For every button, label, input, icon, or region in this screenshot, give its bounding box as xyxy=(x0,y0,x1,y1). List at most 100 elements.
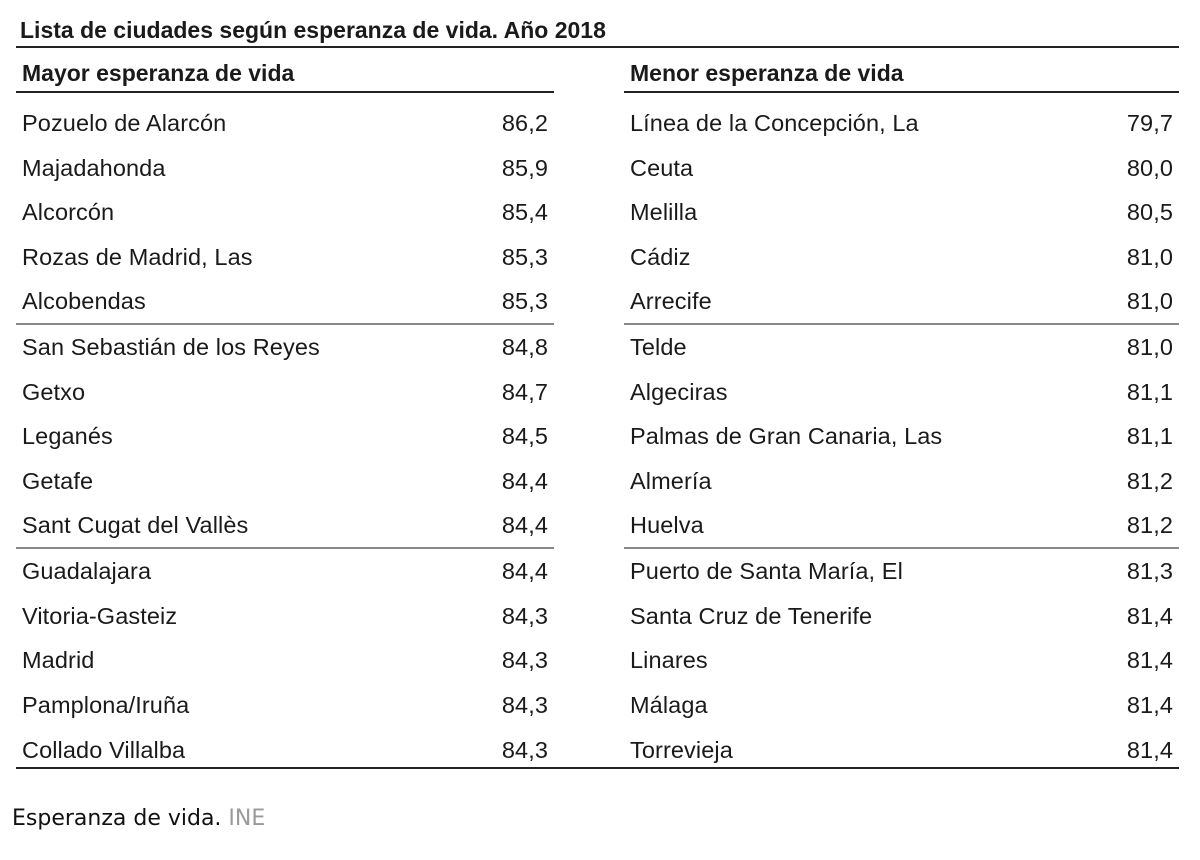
city-name: Getxo xyxy=(22,378,86,405)
table-row: Málaga 81,4 xyxy=(624,683,1179,728)
table-title: Lista de ciudades según esperanza de vid… xyxy=(16,14,1179,48)
city-name: Rozas de Madrid, Las xyxy=(22,244,253,271)
life-expectancy-value: 81,2 xyxy=(1126,512,1173,539)
life-expectancy-value: 81,0 xyxy=(1126,288,1173,315)
table-row: Majadahonda 85,9 xyxy=(16,146,554,191)
table-row: Rozas de Madrid, Las 85,3 xyxy=(16,235,554,280)
life-expectancy-value: 84,3 xyxy=(501,647,548,674)
table-columns: Mayor esperanza de vida Pozuelo de Alarc… xyxy=(16,58,1179,773)
life-expectancy-value: 80,5 xyxy=(1126,199,1173,226)
city-name: Vitoria-Gasteiz xyxy=(22,602,178,629)
city-name: Santa Cruz de Tenerife xyxy=(630,602,873,629)
life-expectancy-value: 84,4 xyxy=(501,557,548,584)
city-name: Huelva xyxy=(630,512,704,539)
life-expectancy-value: 84,4 xyxy=(501,468,548,495)
life-expectancy-value: 84,3 xyxy=(501,737,548,764)
life-expectancy-value: 81,4 xyxy=(1126,602,1173,629)
life-expectancy-value: 86,2 xyxy=(501,109,548,136)
city-name: Algeciras xyxy=(630,378,728,405)
life-expectancy-value: 81,1 xyxy=(1126,378,1173,405)
table-row: Almería 81,2 xyxy=(624,459,1179,504)
city-name: Pozuelo de Alarcón xyxy=(22,109,227,136)
table-row: Santa Cruz de Tenerife 81,4 xyxy=(624,594,1179,639)
city-name: Telde xyxy=(630,333,687,360)
table-row: Algeciras 81,1 xyxy=(624,370,1179,415)
table-row: Leganés 84,5 xyxy=(16,415,554,460)
table-row: Melilla 80,5 xyxy=(624,191,1179,236)
table-row: Alcorcón 85,4 xyxy=(16,191,554,236)
life-expectancy-value: 85,4 xyxy=(501,199,548,226)
table-row: Getafe 84,4 xyxy=(16,459,554,504)
city-name: Línea de la Concepción, La xyxy=(630,109,919,136)
table-row: Linares 81,4 xyxy=(624,639,1179,684)
city-name: Getafe xyxy=(22,468,94,495)
life-expectancy-value: 84,7 xyxy=(501,378,548,405)
table-row: Pamplona/Iruña 84,3 xyxy=(16,683,554,728)
city-name: Sant Cugat del Vallès xyxy=(22,512,249,539)
table-row: Arrecife 81,0 xyxy=(624,280,1179,325)
city-name: Leganés xyxy=(22,423,113,450)
city-name: Linares xyxy=(630,647,708,674)
table-row: Madrid 84,3 xyxy=(16,639,554,684)
city-name: Collado Villalba xyxy=(22,737,186,764)
life-expectancy-value: 80,0 xyxy=(1126,154,1173,181)
table-bottom-rule xyxy=(16,767,1179,769)
city-name: Pamplona/Iruña xyxy=(22,692,190,719)
life-expectancy-value: 85,3 xyxy=(501,244,548,271)
table-row: Palmas de Gran Canaria, Las 81,1 xyxy=(624,415,1179,460)
left-rows: Pozuelo de Alarcón 86,2 Majadahonda 85,9 A… xyxy=(16,101,554,773)
table-row: Vitoria-Gasteiz 84,3 xyxy=(16,594,554,639)
table-row: Getxo 84,7 xyxy=(16,370,554,415)
life-expectancy-value: 81,4 xyxy=(1126,737,1173,764)
life-expectancy-value: 84,3 xyxy=(501,692,548,719)
table-row: Guadalajara 84,4 xyxy=(16,549,554,594)
life-expectancy-value: 85,3 xyxy=(501,288,548,315)
city-name: Alcorcón xyxy=(22,199,115,226)
life-expectancy-value: 84,8 xyxy=(501,333,548,360)
lowest-life-expectancy-column: Menor esperanza de vida Línea de la Conc… xyxy=(624,58,1179,773)
table-row: Pozuelo de Alarcón 86,2 xyxy=(16,101,554,146)
city-name: Melilla xyxy=(630,199,698,226)
life-expectancy-value: 84,3 xyxy=(501,602,548,629)
city-name: Cádiz xyxy=(630,244,691,271)
table-row: Huelva 81,2 xyxy=(624,504,1179,549)
life-expectancy-value: 85,9 xyxy=(501,154,548,181)
city-name: Guadalajara xyxy=(22,557,152,584)
city-name: Málaga xyxy=(630,692,708,719)
city-name: Arrecife xyxy=(630,288,712,315)
right-rows: Línea de la Concepción, La 79,7 Ceuta 80,0… xyxy=(624,101,1179,773)
table-row: Sant Cugat del Vallès 84,4 xyxy=(16,504,554,549)
life-expectancy-value: 81,0 xyxy=(1126,244,1173,271)
highest-life-expectancy-column: Mayor esperanza de vida Pozuelo de Alarc… xyxy=(16,58,554,773)
life-expectancy-table: Lista de ciudades según esperanza de vid… xyxy=(16,14,1179,773)
caption-source: INE xyxy=(228,806,266,831)
life-expectancy-value: 81,2 xyxy=(1126,468,1173,495)
table-row: Puerto de Santa María, El 81,3 xyxy=(624,549,1179,594)
life-expectancy-value: 84,5 xyxy=(501,423,548,450)
city-name: Madrid xyxy=(22,647,95,674)
image-caption: Esperanza de vida. INE xyxy=(12,806,265,831)
life-expectancy-value: 81,3 xyxy=(1126,557,1173,584)
city-name: Palmas de Gran Canaria, Las xyxy=(630,423,943,450)
table-row: Alcobendas 85,3 xyxy=(16,280,554,325)
left-column-header: Mayor esperanza de vida xyxy=(16,58,554,93)
life-expectancy-value: 81,4 xyxy=(1126,692,1173,719)
table-row: Cádiz 81,0 xyxy=(624,235,1179,280)
table-row: Collado Villalba 84,3 xyxy=(16,728,554,773)
city-name: Majadahonda xyxy=(22,154,166,181)
city-name: Almería xyxy=(630,468,712,495)
table-row: Telde 81,0 xyxy=(624,325,1179,370)
city-name: San Sebastián de los Reyes xyxy=(22,333,320,360)
table-row: Línea de la Concepción, La 79,7 xyxy=(624,101,1179,146)
city-name: Torrevieja xyxy=(630,737,733,764)
right-column-header: Menor esperanza de vida xyxy=(624,58,1179,93)
life-expectancy-value: 81,0 xyxy=(1126,333,1173,360)
life-expectancy-value: 84,4 xyxy=(501,512,548,539)
life-expectancy-value: 81,4 xyxy=(1126,647,1173,674)
caption-text: Esperanza de vida. xyxy=(12,806,222,831)
city-name: Alcobendas xyxy=(22,288,146,315)
table-row: Ceuta 80,0 xyxy=(624,146,1179,191)
table-row: Torrevieja 81,4 xyxy=(624,728,1179,773)
table-row: San Sebastián de los Reyes 84,8 xyxy=(16,325,554,370)
city-name: Puerto de Santa María, El xyxy=(630,557,903,584)
